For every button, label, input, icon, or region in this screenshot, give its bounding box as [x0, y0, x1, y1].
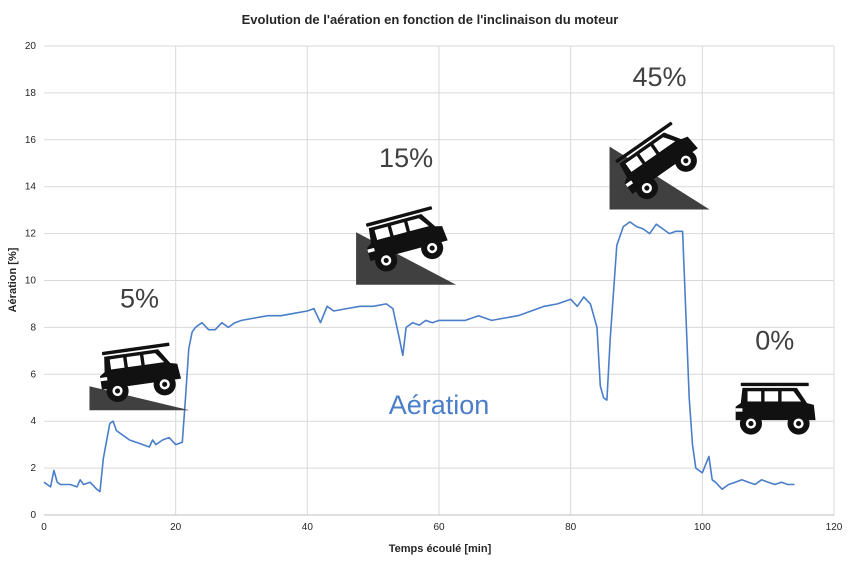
y-tick-label: 20 — [25, 41, 37, 52]
y-tick-label: 4 — [30, 416, 36, 427]
y-tick-label: 14 — [25, 182, 37, 193]
x-tick-label: 20 — [170, 522, 182, 533]
x-axis-title: Temps écoulé [min] — [389, 543, 492, 555]
y-tick-label: 0 — [30, 510, 36, 521]
series-label: Aération — [389, 390, 490, 420]
x-tick-label: 40 — [302, 522, 314, 533]
off-road-suv-icon — [96, 341, 184, 405]
inclination-label: 5% — [120, 283, 159, 313]
series-line-aeration — [43, 221, 795, 493]
y-tick-label: 8 — [30, 322, 36, 333]
x-tick-label: 60 — [433, 522, 445, 533]
inclination-label: 45% — [633, 62, 687, 92]
x-tick-label: 80 — [565, 522, 577, 533]
inclination-label: 0% — [755, 326, 794, 356]
y-tick-label: 12 — [25, 229, 37, 240]
y-axis-title: Aération [%] — [7, 247, 19, 312]
x-tick-label: 0 — [41, 522, 47, 533]
x-tick-label: 120 — [826, 522, 843, 533]
y-tick-label: 10 — [25, 276, 37, 287]
y-tick-label: 6 — [30, 369, 36, 380]
y-tick-label: 18 — [25, 88, 37, 99]
y-tick-label: 16 — [25, 135, 37, 146]
chart-title: Evolution de l'aération en fonction de l… — [242, 12, 619, 27]
inclination-label: 15% — [379, 143, 433, 173]
y-tick-label: 2 — [30, 463, 36, 474]
off-road-suv-icon — [735, 382, 816, 435]
x-tick-label: 100 — [694, 522, 711, 533]
slope-ramp-icon — [89, 386, 190, 411]
